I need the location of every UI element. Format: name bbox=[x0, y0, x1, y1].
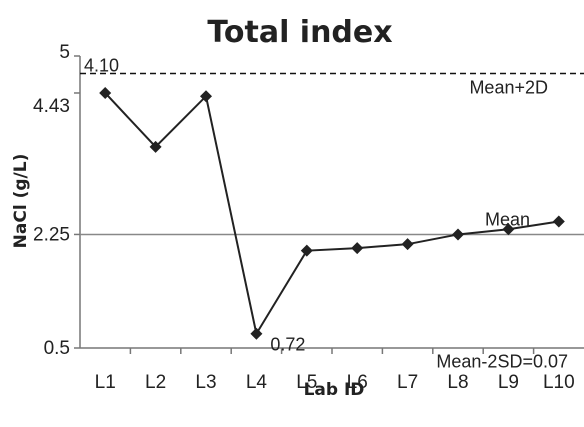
x-tick-label: L1 bbox=[95, 372, 116, 393]
annotation-max-value: 4.10 bbox=[84, 56, 119, 76]
x-tick-label: L4 bbox=[246, 372, 268, 393]
data-point bbox=[401, 238, 414, 251]
x-tick-label: L2 bbox=[145, 372, 166, 393]
x-tick-label: L9 bbox=[498, 372, 519, 393]
data-point bbox=[502, 223, 515, 236]
x-tick-label: L6 bbox=[347, 372, 368, 393]
x-tick-label: L10 bbox=[543, 372, 575, 393]
x-axis-label: Lab ID bbox=[304, 380, 365, 400]
x-tick-label: L8 bbox=[447, 372, 468, 393]
series-line bbox=[104, 92, 559, 337]
data-point bbox=[351, 242, 364, 255]
data-point bbox=[99, 86, 112, 99]
y-tick-label: 5 bbox=[59, 42, 70, 63]
annotation-min-value: 0.72 bbox=[270, 335, 305, 355]
annotation-mean-minus-2sd: Mean-2SD=0.07 bbox=[436, 352, 568, 372]
reference-label-mean-plus-2d: Mean+2D bbox=[469, 78, 548, 98]
data-point bbox=[552, 215, 565, 228]
x-tick-label: L3 bbox=[195, 372, 216, 393]
y-axis-label: NaCl (g/L) bbox=[11, 154, 31, 249]
plot-area: Mean+2D Mean 5 4.43 2.25 0.5 L1 L2 L3 L4 L5 L6 L7 L8 L… bbox=[33, 42, 584, 393]
data-point bbox=[250, 327, 263, 340]
y-tick-label: 4.43 bbox=[33, 96, 70, 117]
x-tick-label: L5 bbox=[296, 372, 317, 393]
chart-title: Total index bbox=[207, 15, 392, 50]
data-point bbox=[300, 244, 313, 257]
data-point bbox=[452, 228, 464, 241]
y-tick-label: 2.25 bbox=[33, 224, 70, 245]
reference-label-mean: Mean bbox=[485, 209, 530, 229]
data-point bbox=[200, 90, 212, 103]
data-point bbox=[149, 140, 162, 153]
x-tick-label: L7 bbox=[397, 372, 418, 393]
y-tick-label: 0.5 bbox=[44, 338, 70, 359]
